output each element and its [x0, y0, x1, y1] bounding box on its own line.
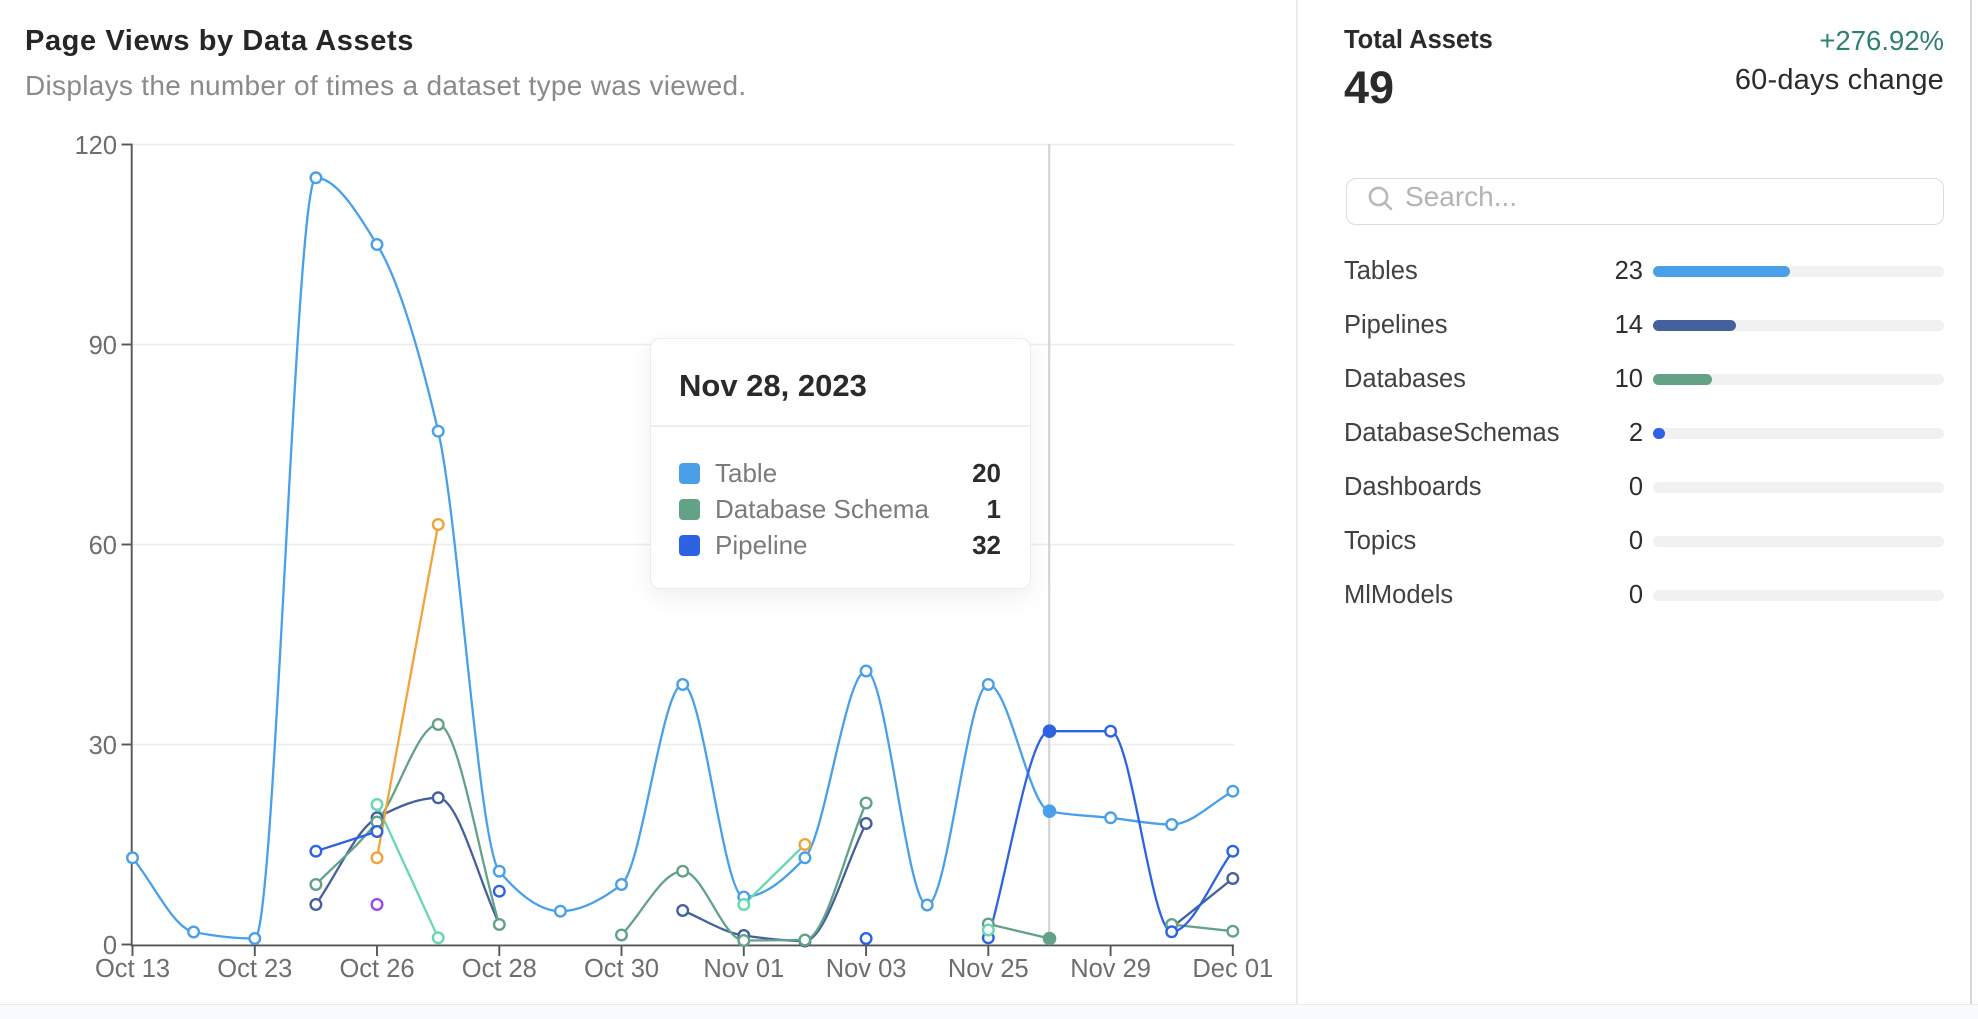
svg-text:Nov 03: Nov 03 [826, 955, 907, 983]
svg-text:Dec 01: Dec 01 [1192, 955, 1273, 983]
svg-text:0: 0 [103, 932, 117, 960]
svg-text:Oct 23: Oct 23 [217, 955, 292, 983]
svg-text:60: 60 [89, 532, 117, 560]
svg-text:Oct 30: Oct 30 [584, 955, 659, 983]
svg-text:Nov 01: Nov 01 [703, 955, 784, 983]
svg-text:90: 90 [89, 332, 117, 360]
svg-text:Oct 26: Oct 26 [339, 955, 414, 983]
svg-text:30: 30 [89, 732, 117, 760]
svg-text:Oct 28: Oct 28 [462, 955, 537, 983]
svg-text:Oct 13: Oct 13 [95, 955, 170, 983]
svg-text:Nov 25: Nov 25 [948, 955, 1029, 983]
svg-text:Nov 29: Nov 29 [1070, 955, 1151, 983]
svg-text:120: 120 [74, 132, 117, 160]
